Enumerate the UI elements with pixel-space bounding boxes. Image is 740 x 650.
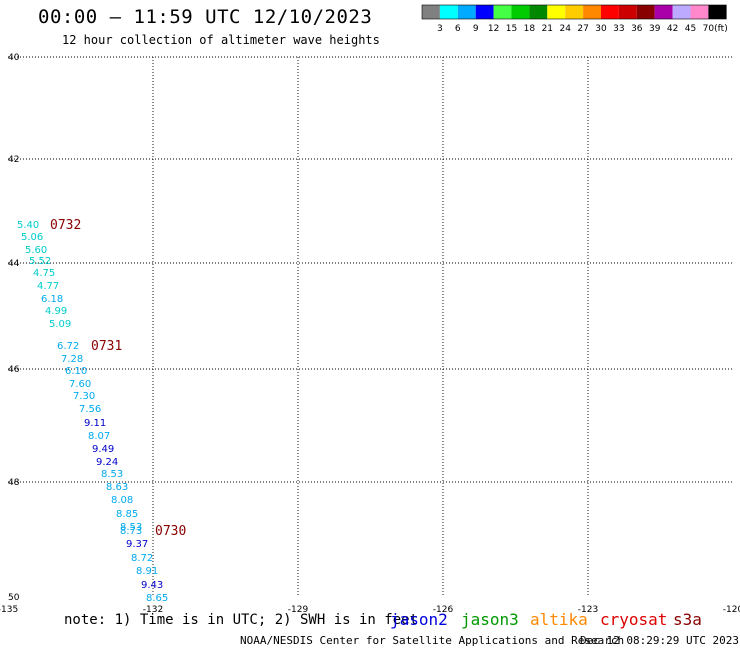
colorbar-label: 15 <box>506 24 517 34</box>
wave-height-label: 8.72 <box>131 553 153 564</box>
colorbar-label: 70 <box>703 24 715 34</box>
colorbar-frame <box>421 4 727 20</box>
pass-time-label: 0730 <box>155 524 186 539</box>
wave-height-label: 4.77 <box>37 281 59 292</box>
wave-height-label: 7.56 <box>79 404 101 415</box>
wave-height-label: 8.07 <box>88 431 110 442</box>
colorbar-label: 42 <box>667 24 678 34</box>
longitude-tick-label: -129 <box>288 605 309 615</box>
colorbar-legend: 3 6 9 12 15 18 21 24 27 30 33 36 39 42 45 70 (ft) <box>421 4 728 34</box>
wave-height-label: 5.52 <box>29 256 51 267</box>
wave-height-label: 7.60 <box>69 379 91 390</box>
wave-height-label: 8.63 <box>106 482 128 493</box>
wave-height-label: 9.37 <box>126 539 148 550</box>
colorbar-label: 45 <box>685 24 696 34</box>
wave-height-label: 4.99 <box>45 306 67 317</box>
wave-height-label: 8.08 <box>111 495 133 506</box>
legend-cryosat: cryosat <box>600 610 668 629</box>
longitude-tick-label: -126 <box>433 605 454 615</box>
lat-lon-grid <box>8 56 733 597</box>
generation-date: Dec 12 08:29:29 UTC 2023 <box>580 634 739 647</box>
map-subtitle: 12 hour collection of altimeter wave hei… <box>62 33 380 47</box>
colorbar-label: 39 <box>649 24 661 34</box>
colorbar-label: 18 <box>524 24 536 34</box>
latitude-tick-label: 42 <box>8 155 19 165</box>
axis-tick-labels: -135 -132 -129 -126 -123 -120 40 42 44 46 48 50 <box>0 53 740 615</box>
wave-height-label: 4.75 <box>33 268 55 279</box>
wave-height-label: 6.72 <box>57 341 79 352</box>
latitude-tick-label: 44 <box>8 259 20 269</box>
colorbar-swatch <box>690 5 709 19</box>
colorbar-swatch <box>654 5 673 19</box>
wave-height-label: 8.73 <box>120 526 142 537</box>
colorbar-label: 30 <box>595 24 607 34</box>
wave-height-label: 8.53 <box>120 522 142 533</box>
wave-height-label: 6.10 <box>65 366 87 377</box>
colorbar-swatch <box>493 5 512 19</box>
colorbar-label: 33 <box>613 24 624 34</box>
wave-height-label: 8.91 <box>136 566 158 577</box>
wave-height-label: 5.09 <box>49 319 71 330</box>
footnote: note: 1) Time is in UTC; 2) SWH is in fe… <box>64 612 419 628</box>
pass-time-labels: 0732 0731 0730 <box>50 218 186 539</box>
credit-line: NOAA/NESDIS Center for Satellite Applica… <box>240 634 625 647</box>
pass-time-label: 0732 <box>50 218 81 233</box>
longitude-tick-label: -123 <box>578 605 598 615</box>
colorbar-swatch <box>672 5 691 19</box>
longitude-tick-label: -135 <box>0 605 18 615</box>
colorbar-swatch <box>636 5 655 19</box>
wave-height-label: 5.60 <box>25 245 47 256</box>
colorbar-swatch <box>565 5 584 19</box>
wave-height-label: 9.49 <box>92 444 114 455</box>
wave-height-label: 8.85 <box>116 509 138 520</box>
wave-height-label: 5.06 <box>21 232 43 243</box>
colorbar-label: 12 <box>488 24 499 34</box>
colorbar-label: 9 <box>473 24 479 34</box>
longitude-tick-label: -132 <box>143 605 163 615</box>
colorbar-swatch <box>439 5 458 19</box>
colorbar-label: 36 <box>631 24 643 34</box>
legend-altika: altika <box>530 610 588 629</box>
colorbar-swatch <box>511 5 530 19</box>
wave-height-label: 6.18 <box>41 294 63 305</box>
latitude-tick-label: 48 <box>8 478 20 488</box>
wave-height-label: 7.28 <box>61 354 83 365</box>
colorbar-swatch <box>529 5 548 19</box>
latitude-tick-label: 46 <box>8 365 20 375</box>
colorbar-label: 6 <box>455 24 461 34</box>
longitude-tick-label: -120 <box>723 605 740 615</box>
colorbar-label: 24 <box>559 24 571 34</box>
wave-height-label: 7.30 <box>73 391 95 402</box>
colorbar-swatch <box>583 5 601 19</box>
colorbar-unit: (ft) <box>714 24 728 34</box>
colorbar-swatch <box>601 5 619 19</box>
colorbar-swatch <box>475 5 494 19</box>
wave-height-observations: 5.405.06 5.605.524.75 4.77 6.184.99 5.09 6.72… <box>17 220 168 604</box>
wave-height-label: 9.11 <box>84 418 106 429</box>
latitude-tick-label: 50 <box>8 593 20 603</box>
wave-height-label: 8.53 <box>101 469 123 480</box>
wave-height-label: 9.43 <box>141 580 163 591</box>
map-title: 00:00 – 11:59 UTC 12/10/2023 <box>38 6 373 28</box>
colorbar-swatch <box>547 5 566 19</box>
colorbar-swatch <box>618 5 637 19</box>
wave-height-label: 8.65 <box>146 593 168 604</box>
colorbar-swatch <box>422 5 440 19</box>
colorbar-label: 3 <box>437 24 443 34</box>
colorbar-swatch <box>708 5 727 19</box>
colorbar-swatch <box>457 5 476 19</box>
colorbar-label: 27 <box>577 24 588 34</box>
wave-height-label: 5.40 <box>17 220 39 231</box>
legend-jason3: jason3 <box>461 610 519 629</box>
pass-time-label: 0731 <box>91 339 122 354</box>
legend-s3a: s3a <box>673 610 702 629</box>
latitude-tick-label: 40 <box>8 53 20 63</box>
wave-height-label: 9.24 <box>96 457 118 468</box>
legend-jason2: jason2 <box>390 610 448 629</box>
colorbar-label: 21 <box>542 24 553 34</box>
